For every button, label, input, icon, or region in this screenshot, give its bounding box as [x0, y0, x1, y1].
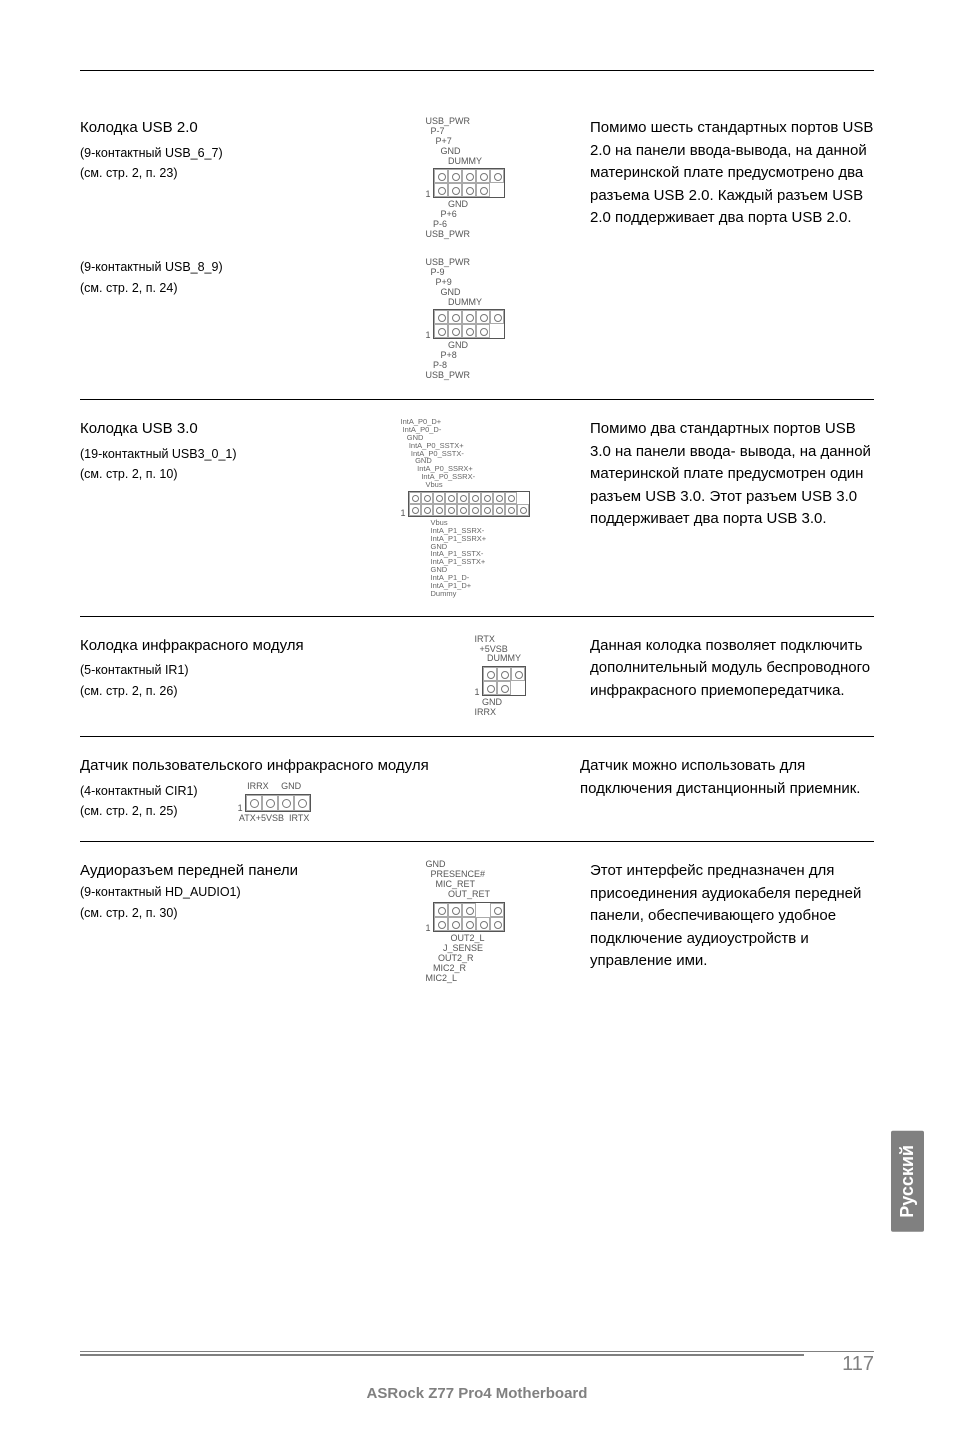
diagram-usb30: IntA_P0_D+ IntA_P0_D- GND IntA_P0_SSTX+ … [350, 418, 580, 598]
section-usb20-89: (9-контактный USB_8_9) (см. стр. 2, п. 2… [80, 258, 874, 399]
left-col: Колодка инфракрасного модуля (5-контактн… [80, 635, 410, 718]
section-ir1: Колодка инфракрасного модуля (5-контактн… [80, 617, 874, 736]
sub2: (см. стр. 2, п. 25) [80, 802, 198, 821]
section-usb20-67: Колодка USB 2.0 (9-контактный USB_6_7) (… [80, 99, 874, 258]
lbl-bottom: Vbus IntA_P1_SSRX- IntA_P1_SSRX+ GND Int… [400, 519, 529, 598]
lbl-bottom: GND IRRX [474, 698, 525, 718]
top-rule [80, 70, 874, 71]
language-tab: Русский [891, 1131, 924, 1232]
footer-rule [80, 1351, 874, 1352]
lbl-bottom: OUT2_L J_SENSE OUT2_R MIC2_R MIC2_L [425, 934, 504, 983]
pin1: 1 [400, 509, 405, 519]
sub2: (см. стр. 2, п. 10) [80, 465, 340, 484]
pinblock [433, 168, 505, 198]
lbl-bottom: ATX+5VSB IRTX [238, 814, 311, 824]
pin1: 1 [425, 331, 430, 341]
section-hdaudio: Аудиоразъем передней панели (9-контактны… [80, 842, 874, 1001]
lbl-bottom: GND P+8 P-8 USB_PWR [425, 341, 504, 381]
right-text: Этот интерфейс предназначен для присоеди… [590, 860, 874, 983]
diagram-ir1: IRTX +5VSB DUMMY 1 GND IRRX [420, 635, 580, 718]
footer-rule-thick [80, 1354, 804, 1356]
sub2: (см. стр. 2, п. 30) [80, 904, 340, 923]
lbl-top: USB_PWR P-7 P+7 GND DUMMY [425, 117, 504, 166]
title: Колодка инфракрасного модуля [80, 635, 410, 658]
page-number: 117 [842, 1353, 874, 1376]
section-usb30: Колодка USB 3.0 (19-контактный USB3_0_1)… [80, 400, 874, 616]
footer-text: ASRock Z77 Pro4 Motherboard [0, 1385, 954, 1402]
lbl-top: IRRX GND [238, 782, 311, 792]
sub2: (см. стр. 2, п. 24) [80, 279, 340, 298]
right-text: Помимо два стандартных портов USB 3.0 на… [590, 418, 874, 598]
pinblock [433, 309, 505, 339]
lbl-top: IRTX +5VSB DUMMY [474, 635, 525, 665]
title: Аудиоразъем передней панели [80, 860, 340, 883]
right-text: Помимо шесть стандартных портов USB 2.0 … [590, 117, 874, 240]
right-text: Данная колодка позволяет подключить допо… [590, 635, 874, 718]
left-col: Датчик пользовательского инфракрасного м… [80, 755, 570, 823]
section-cir1: Датчик пользовательского инфракрасного м… [80, 737, 874, 841]
sub1: (9-контактный USB_6_7) [80, 144, 340, 163]
left-col: Колодка USB 2.0 (9-контактный USB_6_7) (… [80, 117, 340, 240]
sub1: (4-контактный CIR1) [80, 782, 198, 801]
left-col: Аудиоразъем передней панели (9-контактны… [80, 860, 340, 983]
title: Датчик пользовательского инфракрасного м… [80, 755, 570, 778]
lbl-bottom: GND P+6 P-6 USB_PWR [425, 200, 504, 240]
right-text: Датчик можно использовать для подключени… [580, 755, 874, 823]
lbl-top: IntA_P0_D+ IntA_P0_D- GND IntA_P0_SSTX+ … [400, 418, 529, 489]
diagram-cir1: IRRX GND 1 ATX+5VSB IRTX [238, 782, 311, 824]
diagram-usb20-89: USB_PWR P-9 P+9 GND DUMMY 1 GND P+8 P-8 … [350, 258, 580, 381]
left-col: Колодка USB 3.0 (19-контактный USB3_0_1)… [80, 418, 340, 598]
lbl-top: USB_PWR P-9 P+9 GND DUMMY [425, 258, 504, 307]
pin1: 1 [425, 190, 430, 200]
sub1: (9-контактный USB_8_9) [80, 258, 340, 277]
pinblock [433, 902, 505, 932]
title: Колодка USB 2.0 [80, 117, 340, 140]
lbl-top: GND PRESENCE# MIC_RET OUT_RET [425, 860, 504, 900]
title: Колодка USB 3.0 [80, 418, 340, 441]
sub1: (9-контактный HD_AUDIO1) [80, 883, 340, 902]
sub2: (см. стр. 2, п. 26) [80, 682, 410, 701]
diagram-usb20-67: USB_PWR P-7 P+7 GND DUMMY 1 GND P+6 P-6 … [350, 117, 580, 240]
left-col: (9-контактный USB_8_9) (см. стр. 2, п. 2… [80, 258, 340, 381]
diagram-hdaudio: GND PRESENCE# MIC_RET OUT_RET 1 OUT2_L J… [350, 860, 580, 983]
sub1: (19-контактный USB3_0_1) [80, 445, 340, 464]
sub2: (см. стр. 2, п. 23) [80, 164, 340, 183]
sub1: (5-контактный IR1) [80, 661, 410, 680]
pinblock [482, 666, 526, 696]
pinblock [408, 491, 530, 517]
pinblock [245, 794, 311, 812]
right-text [590, 258, 874, 381]
